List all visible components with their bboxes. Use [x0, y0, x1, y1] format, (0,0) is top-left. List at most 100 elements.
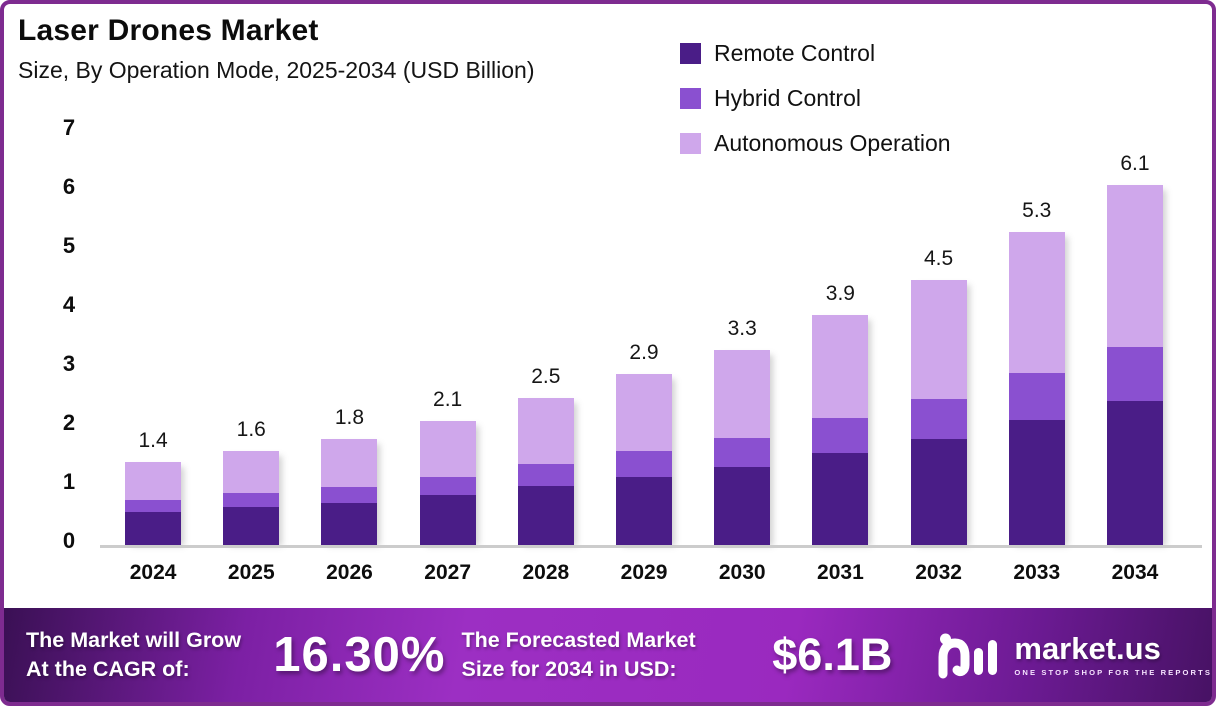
hybrid-control-swatch-icon [680, 88, 701, 109]
bar-segment-hybrid-control [419, 476, 476, 496]
bar-segment-hybrid-control [125, 499, 182, 512]
stacked-bar-2030 [714, 350, 771, 545]
market-us-icon [938, 633, 998, 679]
bar-group-2024: 1.4 [104, 130, 202, 545]
bar-group-2032: 4.5 [890, 130, 988, 545]
bar-group-2027: 2.1 [399, 130, 497, 545]
bar-group-2026: 1.8 [300, 130, 398, 545]
bar-segment-autonomous-operation [125, 462, 182, 500]
bar-segment-autonomous-operation [223, 450, 280, 494]
stacked-bar-2031 [812, 314, 869, 545]
stacked-bar-2032 [910, 279, 967, 545]
bar-segment-hybrid-control [517, 463, 574, 486]
bar-group-2034: 6.1 [1086, 130, 1184, 545]
remote-control-swatch-icon [680, 43, 701, 64]
x-tick-2025: 2025 [227, 561, 275, 584]
bar-segment-autonomous-operation [812, 314, 869, 419]
bar-segment-remote-control [714, 467, 771, 545]
y-tick-4: 4 [62, 292, 76, 317]
y-axis: 0 1 2 3 4 5 6 7 [48, 115, 90, 553]
x-tick-2028: 2028 [522, 561, 570, 584]
bar-segment-hybrid-control [223, 493, 280, 508]
bar-segment-remote-control [812, 452, 869, 545]
bar-segment-autonomous-operation [714, 350, 771, 438]
chart-header: Laser Drones Market Size, By Operation M… [18, 14, 534, 84]
stacked-bar-2025 [223, 450, 280, 545]
x-axis: 2024 2025 2026 2027 2028 2029 2030 2031 2032 2033… [104, 561, 1184, 585]
stacked-bar-2033 [1008, 232, 1065, 545]
bar-segment-hybrid-control [714, 437, 771, 468]
bar-segment-hybrid-control [321, 486, 378, 503]
bar-total-label: 2.5 [531, 364, 561, 388]
bar-segment-autonomous-operation [517, 397, 574, 464]
bar-group-2031: 3.9 [791, 130, 889, 545]
bar-segment-autonomous-operation [1008, 232, 1065, 373]
bar-total-label: 5.3 [1022, 199, 1052, 223]
stacked-bar-2024 [125, 462, 182, 545]
bar-total-label: 2.1 [433, 388, 463, 412]
x-tick-2032: 2032 [915, 561, 962, 584]
bar-total-label: 1.4 [138, 429, 168, 453]
bar-segment-autonomous-operation [616, 373, 673, 451]
y-tick-5: 5 [62, 233, 76, 258]
bar-group-2033: 5.3 [988, 130, 1086, 545]
bar-segment-remote-control [1106, 401, 1163, 545]
bar-group-2028: 2.5 [497, 130, 595, 545]
x-tick-2030: 2030 [718, 561, 766, 584]
x-tick-2029: 2029 [620, 561, 668, 584]
forecast-label: The Forecasted Market Size for 2034 in U… [461, 627, 696, 681]
bar-segment-remote-control [616, 476, 673, 545]
bar-segment-remote-control [1008, 419, 1065, 545]
plot-area: 1.4 1.6 1.8 2.1 2.5 2.9 3.3 3.9 4.5 5.3 6.1 [104, 130, 1184, 545]
bar-group-2030: 3.3 [693, 130, 791, 545]
brand-name: market.us [1014, 631, 1161, 666]
legend-label: Autonomous Operation [714, 130, 951, 156]
bar-group-2029: 2.9 [595, 130, 693, 545]
cagr-label: The Market will Grow At the CAGR of: [26, 627, 242, 681]
bar-total-label: 6.1 [1120, 152, 1150, 176]
legend: Remote Control Hybrid Control Autonomous… [680, 40, 951, 157]
legend-item-remote-control: Remote Control [680, 40, 951, 67]
bar-segment-hybrid-control [1106, 346, 1163, 402]
bar-segment-remote-control [321, 502, 378, 545]
x-tick-2024: 2024 [129, 561, 177, 584]
x-tick-2033: 2033 [1013, 561, 1061, 584]
y-tick-0: 0 [62, 528, 76, 553]
brand-tagline: ONE STOP SHOP FOR THE REPORTS [1014, 668, 1212, 677]
autonomous-operation-swatch-icon [680, 133, 701, 154]
brand-text: market.us ONE STOP SHOP FOR THE REPORTS [1014, 633, 1212, 677]
bar-segment-remote-control [517, 486, 574, 545]
cagr-banner: The Market will Grow At the CAGR of: 16.… [4, 608, 1212, 702]
axis-baseline [100, 545, 1202, 548]
bar-total-label: 4.5 [923, 246, 954, 270]
bar-segment-remote-control [125, 511, 182, 545]
x-tick-2027: 2027 [424, 561, 472, 584]
bar-segment-remote-control [910, 438, 967, 545]
bar-total-label: 2.9 [629, 340, 659, 364]
x-tick-2031: 2031 [817, 561, 864, 584]
y-tick-3: 3 [62, 351, 76, 376]
bar-segment-autonomous-operation [910, 279, 967, 399]
y-tick-7: 7 [62, 115, 76, 140]
y-tick-1: 1 [62, 469, 76, 494]
cagr-value: 16.30% [273, 628, 446, 682]
stacked-bar-2028 [517, 397, 574, 545]
bar-group-2025: 1.6 [202, 130, 300, 545]
stacked-bar-2026 [321, 438, 378, 545]
legend-label: Remote Control [714, 40, 876, 66]
bar-segment-remote-control [419, 495, 476, 545]
x-tick-2034: 2034 [1111, 561, 1159, 584]
legend-label: Hybrid Control [714, 85, 861, 111]
y-tick-6: 6 [62, 174, 76, 199]
bar-segment-hybrid-control [616, 450, 673, 477]
bar-total-label: 1.6 [236, 417, 266, 441]
page-title: Laser Drones Market [18, 14, 319, 47]
bar-segment-autonomous-operation [321, 438, 378, 487]
x-tick-2026: 2026 [326, 561, 373, 584]
legend-item-autonomous-operation: Autonomous Operation [680, 130, 951, 157]
stacked-bar-2027 [419, 421, 476, 545]
bar-segment-hybrid-control [910, 398, 967, 439]
stacked-bar-2029 [616, 373, 673, 545]
bar-total-label: 3.9 [825, 281, 855, 305]
